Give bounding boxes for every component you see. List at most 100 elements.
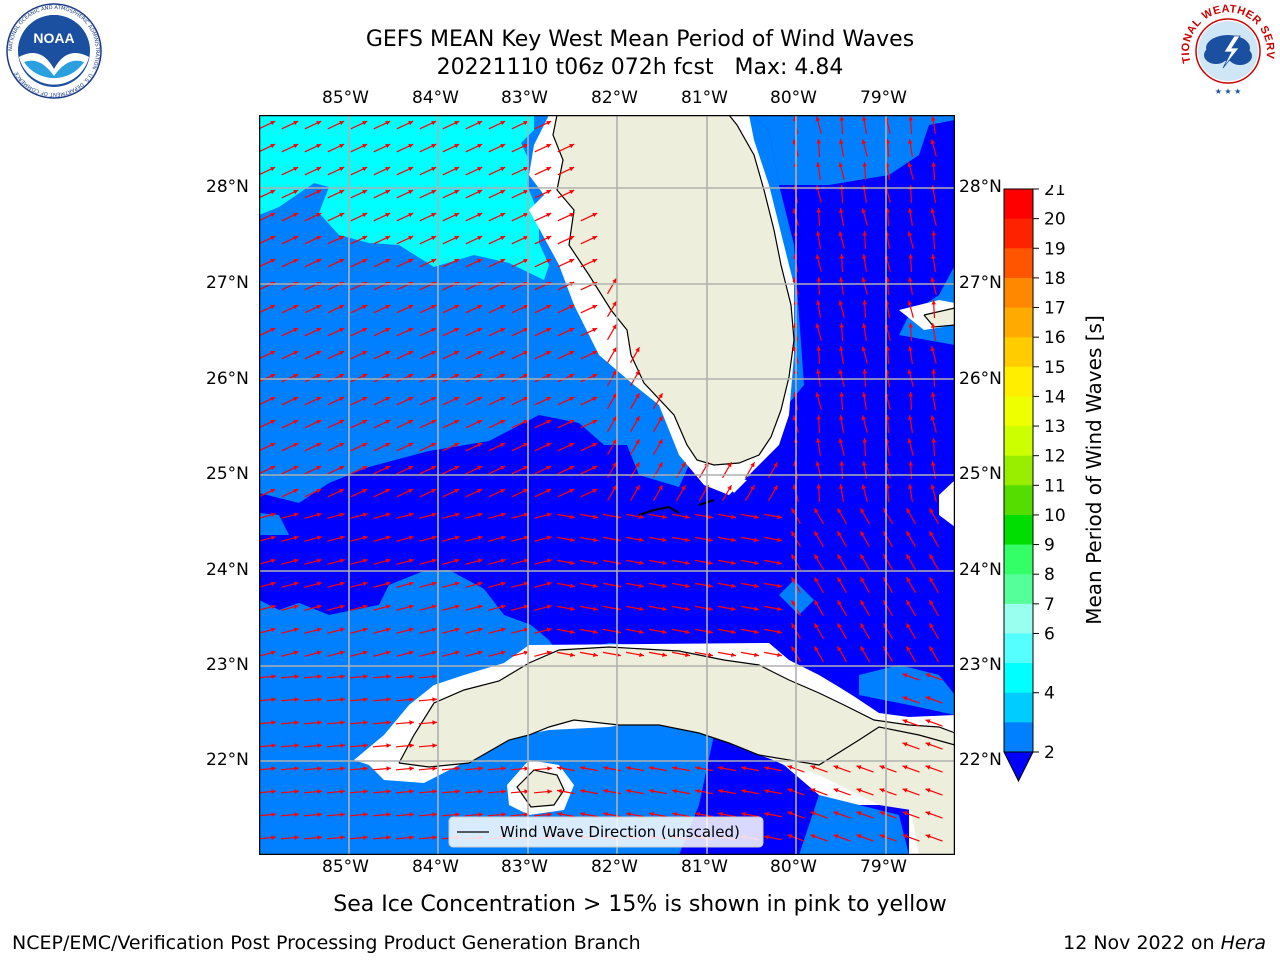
wave-direction-arrowhead bbox=[906, 554, 911, 560]
wave-direction-arrowhead bbox=[293, 259, 299, 264]
wave-direction-arrowhead bbox=[777, 652, 782, 657]
wave-direction-arrowhead bbox=[861, 277, 866, 283]
wave-direction-arrowhead bbox=[293, 144, 299, 149]
wave-direction-arrowhead bbox=[340, 789, 345, 794]
wave-direction-arrowhead bbox=[294, 720, 299, 725]
wave-direction-arrowhead bbox=[454, 512, 460, 517]
wave-direction-arrowhead bbox=[477, 443, 483, 448]
wave-direction-arrowhead bbox=[635, 347, 640, 353]
lon-label-top: 84°W bbox=[412, 88, 459, 108]
wave-direction-arrowhead bbox=[362, 466, 368, 471]
wave-direction-arrowhead bbox=[931, 369, 936, 374]
wave-direction-arrowhead bbox=[523, 489, 529, 494]
wave-direction-arrowhead bbox=[569, 259, 575, 264]
wave-direction-arrowhead bbox=[293, 305, 299, 310]
wave-direction-arrowhead bbox=[708, 629, 713, 634]
wave-direction-arrowhead bbox=[271, 766, 276, 771]
wave-direction-arrowhead bbox=[718, 812, 723, 817]
wave-direction-arrowhead bbox=[580, 789, 585, 794]
wave-direction-arrowhead bbox=[838, 369, 843, 375]
wave-direction-arrowhead bbox=[861, 139, 866, 145]
wave-direction-arrowhead bbox=[385, 213, 391, 218]
wave-direction-arrowhead bbox=[408, 144, 414, 149]
wave-direction-arrowhead bbox=[546, 650, 552, 655]
wave-direction-arrowhead bbox=[500, 236, 506, 241]
colorbar-tick-label: 19 bbox=[1044, 239, 1066, 259]
wave-direction-arrowhead bbox=[546, 121, 552, 126]
lat-label-left: 26°N bbox=[206, 369, 249, 389]
wave-direction-arrowhead bbox=[814, 554, 819, 560]
wave-direction-arrowhead bbox=[385, 535, 391, 540]
wave-direction-arrowhead bbox=[454, 466, 460, 471]
wave-direction-arrowhead bbox=[639, 560, 644, 565]
colorbar-tick-label: 4 bbox=[1044, 684, 1055, 704]
wave-direction-arrowhead bbox=[862, 461, 867, 466]
wave-direction-arrowhead bbox=[477, 328, 483, 333]
wave-direction-arrowhead bbox=[708, 606, 713, 611]
wave-direction-arrowhead bbox=[501, 766, 506, 771]
wave-direction-arrowhead bbox=[454, 305, 460, 310]
wave-direction-arrowhead bbox=[271, 720, 276, 725]
wave-direction-arrowhead bbox=[431, 374, 437, 379]
lat-label-right: 22°N bbox=[959, 750, 1002, 770]
wave-direction-arrowhead bbox=[708, 583, 713, 588]
wave-direction-arrowhead bbox=[362, 397, 368, 402]
wave-direction-arrowhead bbox=[816, 346, 821, 351]
wave-direction-arrowhead bbox=[931, 461, 936, 466]
wave-direction-arrowhead bbox=[339, 489, 345, 494]
colorbar-extend bbox=[1003, 751, 1034, 783]
wave-direction-arrowhead bbox=[741, 766, 746, 771]
wave-direction-arrowhead bbox=[294, 766, 299, 771]
wave-direction-arrowhead bbox=[362, 581, 368, 586]
lat-label-right: 23°N bbox=[959, 655, 1002, 675]
wave-direction-arrowhead bbox=[454, 420, 460, 425]
wave-direction-arrowhead bbox=[777, 514, 782, 519]
wave-direction-arrowhead bbox=[386, 812, 391, 817]
wave-direction-arrowhead bbox=[362, 512, 368, 517]
colorbar-tick-label: 7 bbox=[1044, 595, 1055, 615]
wave-direction-arrowhead bbox=[839, 346, 844, 351]
lon-label-bottom: 83°W bbox=[501, 857, 548, 877]
wave-direction-arrowhead bbox=[925, 788, 931, 793]
wave-direction-arrowhead bbox=[270, 213, 276, 218]
wave-direction-arrowhead bbox=[635, 416, 640, 422]
wave-direction-arrowhead bbox=[270, 167, 276, 172]
wave-direction-arrowhead bbox=[557, 766, 562, 771]
wave-direction-arrowhead bbox=[777, 560, 782, 565]
colorbar-tick-label: 9 bbox=[1044, 536, 1055, 556]
wave-direction-arrowhead bbox=[408, 259, 414, 264]
wave-direction-arrowhead bbox=[454, 443, 460, 448]
colorbar-tick-label: 13 bbox=[1044, 417, 1066, 437]
wave-direction-arrowhead bbox=[408, 121, 414, 126]
wave-direction-arrowhead bbox=[731, 606, 736, 611]
wave-direction-arrowhead bbox=[500, 167, 506, 172]
wave-direction-arrowhead bbox=[523, 236, 529, 241]
credit-text: NCEP/EMC/Verification Post Processing Pr… bbox=[12, 932, 641, 954]
wave-direction-arrowhead bbox=[791, 600, 796, 606]
wave-direction-arrowhead bbox=[340, 766, 345, 771]
wave-direction-arrowhead bbox=[385, 466, 391, 471]
wave-direction-arrowhead bbox=[340, 835, 345, 840]
wave-direction-arrowhead bbox=[839, 277, 844, 282]
wave-direction-arrowhead bbox=[478, 812, 483, 817]
wave-direction-arrowhead bbox=[500, 190, 506, 195]
wave-direction-arrowhead bbox=[477, 558, 483, 563]
wave-direction-arrowhead bbox=[907, 300, 912, 306]
wave-direction-arrowhead bbox=[477, 213, 483, 218]
wave-direction-arrowhead bbox=[639, 606, 644, 611]
wave-direction-arrowhead bbox=[929, 531, 934, 537]
wave-direction-arrowhead bbox=[626, 789, 631, 794]
wave-direction-arrowhead bbox=[791, 508, 796, 514]
wave-direction-arrowhead bbox=[816, 162, 821, 167]
wave-direction-arrowhead bbox=[385, 236, 391, 241]
wave-direction-arrowhead bbox=[500, 144, 506, 149]
wave-direction-arrowhead bbox=[385, 627, 391, 632]
wave-direction-arrowhead bbox=[685, 606, 690, 611]
colorbar-label: Mean Period of Wind Waves [s] bbox=[1082, 315, 1106, 625]
wave-direction-arrowhead bbox=[385, 351, 391, 356]
wave-direction-arrowhead bbox=[672, 789, 677, 794]
colorbar-segment bbox=[1004, 514, 1033, 546]
wave-direction-arrowhead bbox=[270, 374, 276, 379]
wave-direction-arrowhead bbox=[270, 466, 276, 471]
wave-direction-arrowhead bbox=[316, 374, 322, 379]
